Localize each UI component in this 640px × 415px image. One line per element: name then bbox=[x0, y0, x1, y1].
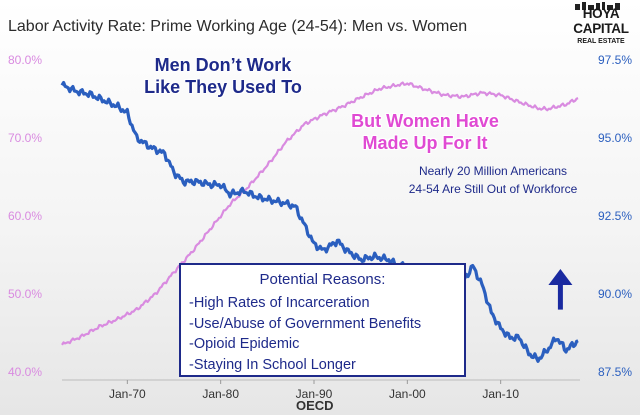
left-axis-ticks: 40.0% 50.0% 60.0% 70.0% 80.0% bbox=[8, 53, 42, 379]
series-line-women bbox=[61, 81, 579, 346]
hoya-capital-logo: HOYA CAPITAL REAL ESTATE bbox=[563, 2, 639, 50]
annotation-women: But Women Have Made Up For It bbox=[330, 110, 520, 154]
reason-item: -Use/Abuse of Government Benefits bbox=[189, 315, 422, 332]
annotation-women-line-1: But Women Have bbox=[351, 111, 499, 131]
up-arrow-icon bbox=[548, 269, 573, 310]
x-axis-tick-label: Jan-00 bbox=[389, 387, 426, 401]
arrow-head bbox=[548, 269, 573, 286]
reasons-title: Potential Reasons: bbox=[259, 271, 386, 288]
left-axis-tick-label: 60.0% bbox=[8, 209, 42, 223]
reasons-box: Potential Reasons: -High Rates of Incarc… bbox=[179, 263, 466, 377]
x-axis-tick-label: Jan-10 bbox=[482, 387, 519, 401]
series-line-men bbox=[60, 80, 579, 363]
reasons-list: -High Rates of Incarceration -Use/Abuse … bbox=[189, 293, 421, 375]
x-axis-tick-label: Jan-90 bbox=[296, 387, 333, 401]
right-axis-ticks: 87.5% 90.0% 92.5% 95.0% 97.5% bbox=[598, 53, 632, 379]
building-icon bbox=[575, 2, 620, 10]
x-axis-tick-label: Jan-80 bbox=[202, 387, 239, 401]
logo-line-1: HOYA CAPITAL bbox=[573, 6, 629, 36]
reason-item: -Opioid Epidemic bbox=[189, 336, 300, 352]
left-axis-tick-label: 70.0% bbox=[8, 131, 42, 145]
annotation-note-line-1: Nearly 20 Million Americans bbox=[418, 164, 568, 178]
right-axis-tick-label: 97.5% bbox=[598, 53, 632, 67]
right-axis-tick-label: 87.5% bbox=[598, 365, 632, 379]
annotation-note-line-2: 24-54 Are Still Out of Workforce bbox=[408, 182, 578, 196]
x-axis-ticks: Jan-70 Jan-80 Jan-90 Jan-00 Jan-10 bbox=[109, 380, 519, 401]
annotation-note: Nearly 20 Million Americans 24-54 Are St… bbox=[382, 162, 604, 198]
annotation-women-line-2: Made Up For It bbox=[362, 133, 488, 153]
left-axis-tick-label: 80.0% bbox=[8, 53, 42, 67]
reason-item: -Staying In School Longer bbox=[189, 356, 356, 373]
x-axis-label: OECD bbox=[296, 398, 334, 413]
annotation-men-line-1: Men Don’t Work bbox=[154, 55, 292, 75]
logo-line-3: REAL ESTATE bbox=[577, 38, 625, 45]
left-axis-tick-label: 40.0% bbox=[8, 365, 42, 379]
right-axis-tick-label: 92.5% bbox=[598, 209, 632, 223]
right-axis-tick-label: 95.0% bbox=[598, 131, 632, 145]
chart-title: Labor Activity Rate: Prime Working Age (… bbox=[8, 18, 468, 35]
right-axis-tick-label: 90.0% bbox=[598, 287, 632, 301]
reason-item: -High Rates of Incarceration bbox=[189, 295, 370, 311]
left-axis-tick-label: 50.0% bbox=[8, 287, 42, 301]
annotation-men: Men Don’t Work Like They Used To bbox=[128, 54, 318, 98]
annotation-men-line-2: Like They Used To bbox=[144, 77, 302, 97]
x-axis-tick-label: Jan-70 bbox=[109, 387, 146, 401]
